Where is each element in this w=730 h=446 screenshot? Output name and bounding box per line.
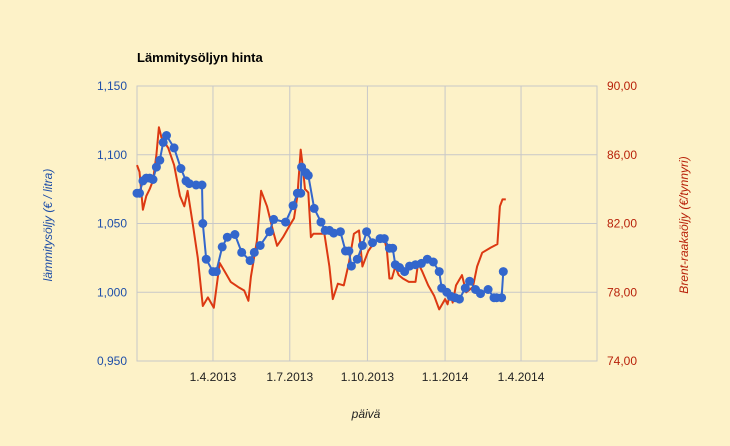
heating-oil-point: [255, 241, 265, 250]
heating-oil-point: [498, 267, 508, 277]
heating-oil-point: [352, 254, 362, 264]
heating-oil-point: [335, 227, 345, 237]
gridlines: [136, 85, 598, 362]
heating-oil-point: [222, 232, 232, 242]
heating-oil-point: [162, 131, 171, 140]
left-tick-label: 0,950: [97, 354, 127, 368]
left-axis-title: lämmitysöljy (€ / litra): [41, 169, 55, 282]
heating-oil-point: [281, 217, 291, 227]
heating-oil-point: [379, 234, 389, 244]
brent-crude-series: [136, 126, 506, 311]
heating-oil-point: [465, 276, 475, 286]
brent-line: [136, 126, 506, 311]
heating-oil-point: [201, 254, 211, 264]
heating-oil-point: [497, 293, 507, 303]
heating-oil-point: [483, 285, 493, 294]
heating-oil-point: [346, 261, 356, 271]
heating-oil-point: [388, 243, 398, 253]
left-tick-label: 1,000: [97, 285, 127, 299]
heating-oil-point: [148, 175, 158, 184]
heating-oil-point: [135, 188, 144, 198]
right-axis-ticks: 74,00 78,00 82,00 86,00 90,00: [607, 79, 637, 368]
heating-oil-point: [329, 228, 339, 238]
heating-oil-point: [476, 289, 485, 299]
heating-oil-point: [460, 283, 470, 293]
left-tick-label: 1,100: [97, 148, 127, 162]
heating-oil-point: [169, 143, 179, 153]
heating-oil-point: [362, 227, 372, 237]
left-axis-ticks: 0,950 1,000 1,050 1,100 1,150: [97, 79, 127, 368]
heating-oil-point: [230, 230, 240, 239]
heating-oil-point: [217, 242, 227, 252]
x-axis-ticks: 1.4.2013 1.7.2013 1.10.2013 1.1.2014 1.4.201…: [190, 370, 545, 384]
heating-oil-point: [288, 201, 298, 211]
heating-oil-point: [269, 214, 279, 224]
heating-oil-point: [237, 247, 247, 257]
heating-oil-point: [434, 267, 444, 277]
right-tick-label: 86,00: [607, 148, 637, 162]
heating-oil-point: [198, 219, 208, 228]
x-tick-label: 1.1.2014: [422, 370, 469, 384]
heating-oil-point: [245, 256, 255, 266]
heating-oil-point: [155, 155, 165, 165]
right-axis-title: Brent-raakaöljy (€/tynnyri): [677, 156, 691, 293]
left-tick-label: 1,150: [97, 79, 127, 93]
heating-oil-point: [265, 227, 274, 237]
heating-oil-point: [184, 179, 194, 189]
left-tick-label: 1,050: [97, 217, 127, 231]
x-axis-title: päivä: [351, 407, 381, 421]
heating-oil-point: [428, 257, 438, 267]
heating-oil-point: [344, 246, 354, 256]
heating-oil-point: [151, 162, 161, 172]
right-tick-label: 78,00: [607, 285, 637, 299]
right-tick-label: 90,00: [607, 79, 637, 93]
heating-oil-point: [249, 247, 259, 257]
heating-oil-series: [132, 131, 508, 304]
heating-oil-point: [296, 188, 306, 198]
heating-oil-point: [303, 170, 313, 180]
right-tick-label: 82,00: [607, 217, 637, 231]
x-tick-label: 1.7.2013: [266, 370, 313, 384]
heating-oil-point: [454, 294, 464, 304]
heating-oil-point: [309, 203, 319, 213]
heating-oil-point: [211, 267, 221, 277]
heating-oil-point: [357, 241, 367, 250]
heating-oil-point: [197, 180, 207, 190]
right-tick-label: 74,00: [607, 354, 637, 368]
x-tick-label: 1.4.2013: [190, 370, 237, 384]
heating-oil-point: [176, 164, 186, 173]
x-tick-label: 1.10.2013: [341, 370, 395, 384]
chart-title: Lämmitysöljyn hinta: [137, 50, 263, 65]
heating-oil-point: [316, 217, 326, 227]
x-tick-label: 1.4.2014: [498, 370, 545, 384]
heating-oil-point: [368, 238, 377, 248]
heating-oil-point: [158, 137, 168, 147]
